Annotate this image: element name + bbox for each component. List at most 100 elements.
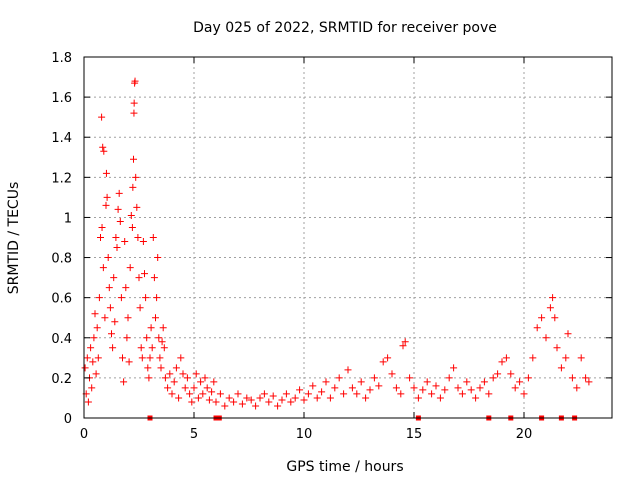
y-tick-label: 0.8 (51, 252, 72, 267)
data-point (467, 386, 475, 394)
data-point (137, 344, 145, 352)
data-point (132, 173, 140, 181)
data-point (549, 294, 557, 302)
data-point (177, 354, 185, 362)
data-point (210, 378, 218, 386)
data-point (152, 314, 159, 322)
data-point (109, 344, 117, 352)
data-point (122, 284, 130, 292)
data-point (89, 358, 97, 366)
data-point (300, 396, 308, 404)
data-point (335, 374, 343, 382)
data-point (432, 382, 440, 390)
data-point (168, 390, 176, 398)
axis-ticks (83, 56, 612, 419)
y-tick-labels: 0 0.2 0.4 0.6 0.8 1 1.2 1.4 1.6 1.8 (51, 51, 72, 427)
data-point (147, 324, 155, 332)
data-point (104, 254, 112, 262)
data-point (282, 390, 290, 398)
data-point (472, 394, 480, 402)
data-point (87, 344, 95, 352)
data-point (135, 274, 143, 282)
data-point (111, 318, 119, 326)
data-point (120, 378, 128, 386)
data-point (221, 402, 229, 410)
data-point (149, 234, 157, 241)
data-point (148, 344, 156, 352)
data-points (81, 77, 593, 410)
data-point (252, 402, 260, 410)
data-point (114, 205, 122, 213)
data-point (172, 364, 180, 372)
data-point (123, 334, 131, 342)
data-point (97, 234, 104, 241)
data-point (190, 384, 198, 392)
data-point (130, 99, 138, 107)
data-point (110, 274, 118, 282)
data-point (98, 113, 106, 121)
data-point (423, 378, 431, 386)
data-point (573, 384, 581, 392)
x-tick-label: 20 (516, 427, 533, 442)
data-point (419, 386, 427, 394)
data-point (164, 384, 172, 392)
data-point (119, 354, 126, 362)
data-point (480, 378, 488, 386)
data-point (557, 364, 565, 372)
data-point (287, 398, 295, 406)
data-point (379, 358, 387, 366)
y-tick-label: 0.2 (51, 372, 72, 387)
data-point (212, 398, 220, 406)
data-point (125, 358, 133, 366)
data-point (348, 384, 356, 392)
data-point (115, 189, 123, 197)
data-point (181, 384, 189, 392)
data-point (568, 374, 576, 382)
y-tick-label: 1.2 (51, 171, 72, 186)
data-point (205, 396, 213, 404)
data-point (150, 274, 158, 282)
data-point (546, 304, 554, 312)
data-point (203, 384, 211, 392)
data-point (166, 370, 174, 378)
data-point (175, 394, 183, 402)
data-point (494, 370, 502, 378)
plot-frame (83, 56, 613, 419)
data-point (516, 378, 524, 386)
data-point (142, 294, 150, 302)
data-point (192, 370, 200, 378)
data-point (463, 378, 471, 386)
data-point (326, 394, 334, 402)
data-point (238, 400, 246, 408)
data-point (399, 342, 407, 350)
data-point (161, 374, 169, 382)
data-point (489, 374, 497, 382)
data-point (100, 147, 108, 155)
data-point (428, 390, 436, 398)
data-point (83, 354, 91, 362)
data-point (225, 394, 233, 402)
x-tick-labels: 0 5 10 15 20 (80, 427, 532, 442)
data-point (357, 378, 365, 386)
data-point (340, 390, 348, 398)
y-axis-label: SRMTID / TECUs (6, 182, 22, 295)
data-point (156, 354, 164, 362)
x-tick-label: 15 (406, 427, 423, 442)
data-point (353, 390, 361, 398)
data-point (121, 238, 129, 246)
data-point (247, 396, 255, 404)
data-point (529, 354, 537, 362)
data-point (131, 77, 139, 85)
data-point (485, 390, 493, 398)
data-point (133, 203, 141, 211)
data-point (112, 234, 120, 241)
data-point (128, 223, 136, 231)
data-point (208, 388, 216, 396)
y-tick-label: 1.8 (51, 51, 72, 66)
data-point (375, 382, 383, 390)
chart-title: Day 025 of 2022, SRMTID for receiver pov… (193, 20, 497, 36)
data-point (160, 344, 168, 352)
data-point (397, 390, 405, 398)
data-point (136, 304, 144, 312)
data-point (116, 217, 124, 225)
